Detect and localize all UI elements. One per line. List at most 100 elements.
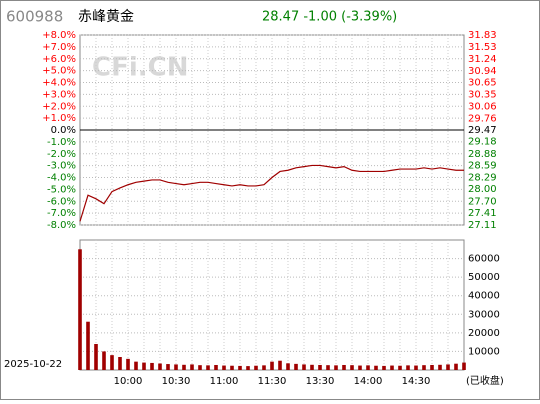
y-tick-label: -3.0%: [47, 161, 76, 172]
price-line: [79, 164, 464, 222]
volume-bar: [110, 355, 114, 370]
x-tick-label: 13:30: [306, 376, 335, 387]
x-tick-label: 11:00: [210, 376, 239, 387]
x-tick-label: 14:00: [354, 376, 383, 387]
volume-bar: [158, 363, 162, 370]
y2-tick-label: 30.94: [468, 66, 497, 77]
y-tick-label: 40000: [468, 291, 500, 302]
y-tick-label: 10000: [468, 346, 500, 357]
volume-bar: [206, 365, 210, 370]
volume-bar: [302, 364, 306, 370]
volume-bar: [462, 362, 466, 370]
volume-bar: [190, 364, 194, 370]
volume-bar: [334, 365, 338, 370]
volume-bar: [182, 364, 186, 370]
volume-bar: [414, 365, 418, 370]
y2-tick-label: 31.53: [468, 42, 497, 53]
watermark: CFi.CN: [92, 53, 188, 83]
y-tick-label: +1.0%: [42, 113, 76, 124]
volume-bar: [294, 363, 298, 370]
y2-tick-label: 27.11: [468, 220, 497, 231]
y-tick-label: 60000: [468, 254, 500, 265]
volume-bar: [86, 321, 90, 370]
stock-code: 600988: [6, 8, 63, 26]
volume-bar: [382, 365, 386, 370]
y-tick-label: -5.0%: [47, 184, 76, 195]
status: (已收盘): [466, 374, 504, 387]
volume-bar: [310, 364, 314, 370]
volume-bar: [350, 365, 354, 370]
y-tick-label: -6.0%: [47, 196, 76, 207]
y-tick-label: -1.0%: [47, 137, 76, 148]
volume-bar: [142, 362, 146, 370]
volume-bar: [94, 344, 98, 370]
volume-bar: [198, 365, 202, 370]
y2-tick-label: 29.18: [468, 137, 497, 148]
volume-bar: [374, 365, 378, 370]
volume-bar: [174, 364, 178, 370]
volume-bar: [126, 358, 130, 370]
y2-tick-label: 27.41: [468, 208, 497, 219]
y-tick-label: +2.0%: [42, 101, 76, 112]
volume-bar: [286, 363, 290, 370]
volume-bar: [326, 365, 330, 370]
y2-tick-label: 29.47: [468, 125, 497, 136]
volume-bar: [430, 364, 434, 370]
quote: 28.47 -1.00 (-3.39%): [262, 10, 397, 25]
y-tick-label: -4.0%: [47, 173, 76, 184]
volume-bar: [238, 365, 242, 370]
x-tick-label: 10:30: [162, 376, 191, 387]
volume-bar: [270, 361, 274, 370]
volume-bar: [118, 357, 122, 370]
stock-name: 赤峰黄金: [78, 8, 134, 25]
volume-bar: [366, 365, 370, 370]
y-tick-label: +3.0%: [42, 89, 76, 100]
x-tick-label: 10:00: [114, 376, 143, 387]
volume-bar: [102, 351, 106, 370]
y-tick-label: -7.0%: [47, 208, 76, 219]
volume-bar: [230, 365, 234, 370]
volume-bar: [134, 361, 138, 370]
volume-bar: [358, 365, 362, 370]
y2-tick-label: 27.70: [468, 196, 497, 207]
volume-bar: [222, 365, 226, 370]
volume-bar: [406, 365, 410, 370]
y-tick-label: 0.0%: [51, 125, 76, 136]
volume-bar: [318, 364, 322, 370]
y2-tick-label: 30.06: [468, 101, 497, 112]
volume-bar: [262, 365, 266, 370]
y-tick-label: -8.0%: [47, 220, 76, 231]
y-tick-label: 20000: [468, 328, 500, 339]
y2-tick-label: 28.88: [468, 149, 497, 160]
x-tick-label: 11:30: [258, 376, 287, 387]
y-tick-label: -2.0%: [47, 149, 76, 160]
volume-bar: [214, 364, 218, 370]
y-tick-label: +8.0%: [42, 30, 76, 41]
volume-bar: [78, 249, 82, 370]
volume-bar: [254, 365, 258, 370]
y2-tick-label: 28.00: [468, 184, 497, 195]
y2-tick-label: 29.76: [468, 113, 497, 124]
y-tick-label: +7.0%: [42, 42, 76, 53]
volume-bar: [422, 365, 426, 370]
y2-tick-label: 31.83: [468, 30, 497, 41]
volume-bar: [390, 365, 394, 370]
y2-tick-label: 31.24: [468, 54, 497, 65]
volume-bar: [398, 365, 402, 370]
volume-bar: [454, 363, 458, 370]
y2-tick-label: 30.35: [468, 90, 497, 101]
y-tick-label: 30000: [468, 309, 500, 320]
y-tick-label: 50000: [468, 272, 500, 283]
volume-bar: [150, 362, 154, 370]
volume-bar: [278, 360, 282, 370]
y2-tick-label: 30.65: [468, 78, 497, 89]
volume-bar: [438, 364, 442, 370]
y2-tick-label: 28.29: [468, 173, 497, 184]
date: 2025-10-22: [4, 359, 62, 370]
x-tick-label: 14:30: [402, 376, 431, 387]
volume-bar: [446, 364, 450, 370]
volume-bar: [246, 366, 250, 370]
y-tick-label: +5.0%: [42, 66, 76, 77]
y-tick-label: +6.0%: [42, 54, 76, 65]
